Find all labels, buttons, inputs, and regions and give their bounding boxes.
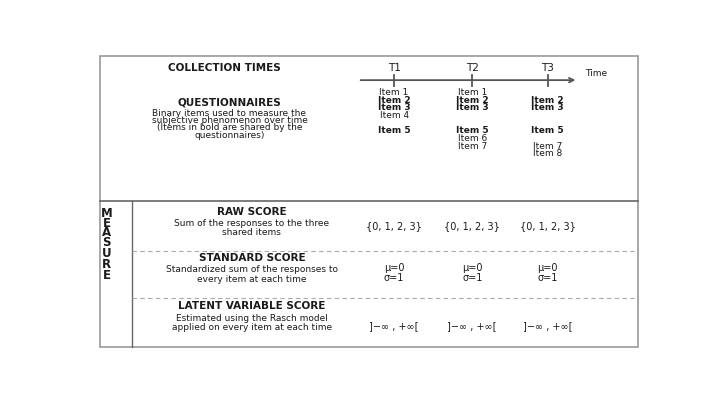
Text: Item 2: Item 2: [378, 96, 410, 105]
Text: ]−∞ , +∞[: ]−∞ , +∞[: [448, 321, 497, 331]
Text: (Items in bold are shared by the: (Items in bold are shared by the: [157, 123, 302, 132]
Text: T2: T2: [466, 63, 479, 73]
Text: T3: T3: [541, 63, 554, 73]
Text: {0, 1, 2, 3}: {0, 1, 2, 3}: [366, 221, 422, 231]
Text: μ=0: μ=0: [462, 263, 482, 273]
Text: Item 7: Item 7: [458, 142, 487, 151]
Text: Item 2: Item 2: [531, 96, 564, 105]
Text: σ=1: σ=1: [537, 273, 558, 282]
Text: QUESTIONNAIRES: QUESTIONNAIRES: [178, 98, 282, 108]
Text: Item 1: Item 1: [379, 88, 409, 97]
Text: σ=1: σ=1: [462, 273, 482, 282]
Text: STANDARD SCORE: STANDARD SCORE: [199, 253, 305, 263]
Text: Item 3: Item 3: [531, 103, 564, 112]
Text: Item 8: Item 8: [533, 149, 562, 158]
Text: shared items: shared items: [222, 228, 282, 237]
Text: RAW SCORE: RAW SCORE: [217, 207, 287, 217]
FancyBboxPatch shape: [100, 55, 638, 348]
Text: Binary items used to measure the: Binary items used to measure the: [153, 109, 307, 118]
Text: T1: T1: [387, 63, 400, 73]
Text: applied on every item at each time: applied on every item at each time: [172, 323, 332, 332]
Text: μ=0: μ=0: [537, 263, 558, 273]
Text: Item 7: Item 7: [533, 142, 562, 151]
Text: Standardized sum of the responses to: Standardized sum of the responses to: [166, 265, 338, 275]
Text: E: E: [103, 217, 111, 229]
Text: Item 5: Item 5: [531, 126, 564, 135]
Text: Item 2: Item 2: [456, 96, 489, 105]
Text: {0, 1, 2, 3}: {0, 1, 2, 3}: [520, 221, 575, 231]
Text: Item 5: Item 5: [378, 126, 410, 135]
Text: subjective phenomenon over time: subjective phenomenon over time: [152, 116, 307, 125]
Text: COLLECTION TIMES: COLLECTION TIMES: [168, 63, 280, 73]
Text: Item 4: Item 4: [379, 111, 409, 120]
Text: every item at each time: every item at each time: [197, 275, 307, 284]
Text: R: R: [102, 258, 112, 271]
Text: σ=1: σ=1: [384, 273, 405, 282]
Text: M: M: [101, 207, 112, 220]
Text: U: U: [102, 247, 112, 260]
Text: Item 5: Item 5: [456, 126, 489, 135]
Text: Item 6: Item 6: [458, 134, 487, 143]
Text: Time: Time: [585, 69, 607, 79]
Text: Item 3: Item 3: [456, 103, 489, 112]
Text: A: A: [102, 226, 112, 239]
Text: μ=0: μ=0: [384, 263, 405, 273]
Text: {0, 1, 2, 3}: {0, 1, 2, 3}: [444, 221, 500, 231]
Text: ]−∞ , +∞[: ]−∞ , +∞[: [523, 321, 572, 331]
Text: Item 1: Item 1: [458, 88, 487, 97]
Text: Estimated using the Rasch model: Estimated using the Rasch model: [176, 314, 328, 323]
Text: E: E: [103, 269, 111, 282]
Text: ]−∞ , +∞[: ]−∞ , +∞[: [369, 321, 419, 331]
Text: S: S: [102, 237, 111, 249]
Text: LATENT VARIABLE SCORE: LATENT VARIABLE SCORE: [178, 301, 325, 311]
Text: Sum of the responses to the three: Sum of the responses to the three: [174, 219, 329, 227]
Text: Item 3: Item 3: [378, 103, 410, 112]
Text: questionnaires): questionnaires): [194, 130, 265, 140]
